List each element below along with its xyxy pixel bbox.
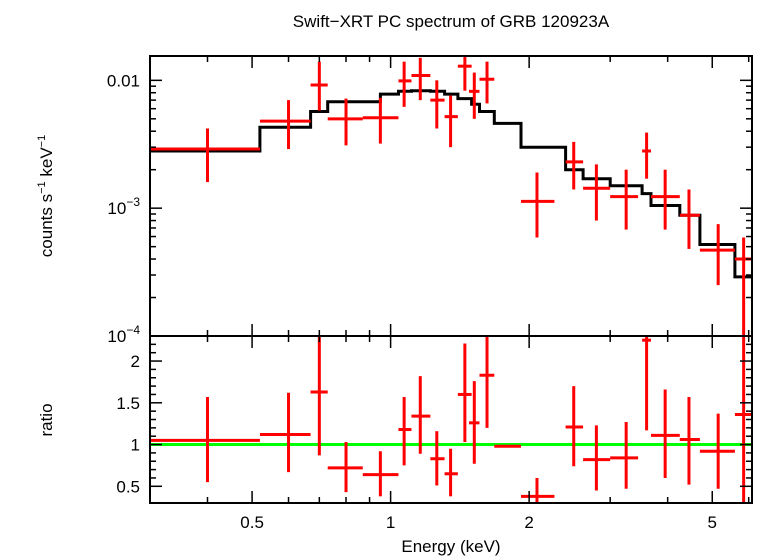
ratio-data-layer	[150, 336, 752, 503]
chart-title: Swift−XRT PC spectrum of GRB 120923A	[293, 12, 610, 31]
bottom-axis-ticks: 0.5 1 2 5 0.5 1 1.5 2	[116, 335, 752, 532]
x-axis-label: Energy (keV)	[401, 537, 500, 556]
data-point	[398, 61, 412, 107]
data-point	[327, 442, 363, 493]
model-curve	[150, 89, 752, 279]
x-tick-label: 1	[386, 513, 395, 532]
model-layer	[150, 89, 752, 279]
data-point	[310, 336, 328, 456]
data-point	[430, 431, 445, 486]
data-point	[327, 98, 363, 146]
data-point	[310, 61, 328, 111]
y-tick-label: 0.5	[116, 477, 140, 496]
data-point	[468, 72, 480, 119]
y-tick-label: 1	[131, 436, 140, 455]
data-point	[479, 61, 495, 104]
data-point	[520, 172, 555, 238]
data-point	[699, 413, 735, 489]
data-point	[610, 422, 639, 489]
data-point	[362, 451, 399, 497]
data-point	[642, 132, 652, 179]
data-point	[444, 95, 458, 148]
data-point	[583, 425, 611, 491]
data-point	[565, 141, 584, 190]
data-point	[583, 164, 611, 221]
data-point	[457, 343, 472, 443]
data-point	[150, 128, 260, 183]
data-point	[679, 189, 700, 249]
x-tick-label: 2	[524, 513, 533, 532]
top-axis-ticks: 0.01 10−3 10−4	[107, 56, 752, 346]
data-point	[430, 80, 445, 129]
data-point	[362, 97, 399, 144]
data-point	[642, 336, 652, 431]
y-tick-label: 10−3	[107, 195, 140, 218]
ratio-panel: 0.5 1 2 5 0.5 1 1.5 2	[116, 335, 753, 532]
ratio-frame	[149, 335, 753, 504]
data-point	[610, 169, 639, 230]
data-point	[651, 389, 680, 478]
data-point	[565, 386, 584, 467]
data-point	[259, 100, 311, 150]
data-point	[411, 57, 431, 101]
data-point	[734, 336, 752, 503]
y-tick-label: 1.5	[116, 394, 140, 413]
ratio-ylabel: ratio	[37, 403, 56, 436]
data-point	[150, 396, 260, 483]
data-point	[398, 396, 412, 466]
x-tick-label: 0.5	[240, 513, 264, 532]
data-point	[520, 477, 555, 503]
data-point	[259, 392, 311, 473]
y-tick-label: 0.01	[107, 71, 140, 90]
data-point	[411, 376, 431, 454]
spectrum-panel: 0.01 10−3 10−4	[107, 55, 753, 346]
data-point	[479, 336, 495, 428]
spectrum-ylabel: counts s−1 keV−1	[36, 135, 56, 257]
data-layer	[150, 56, 752, 336]
data-point	[457, 56, 472, 91]
data-point	[699, 224, 735, 286]
x-tick-label: 5	[708, 513, 717, 532]
y-tick-label: 2	[131, 352, 140, 371]
y-tick-label: 10−4	[107, 323, 140, 346]
data-point	[468, 381, 480, 464]
data-point	[734, 237, 752, 336]
data-point	[444, 448, 458, 497]
data-point	[651, 169, 680, 230]
data-point	[679, 396, 700, 485]
